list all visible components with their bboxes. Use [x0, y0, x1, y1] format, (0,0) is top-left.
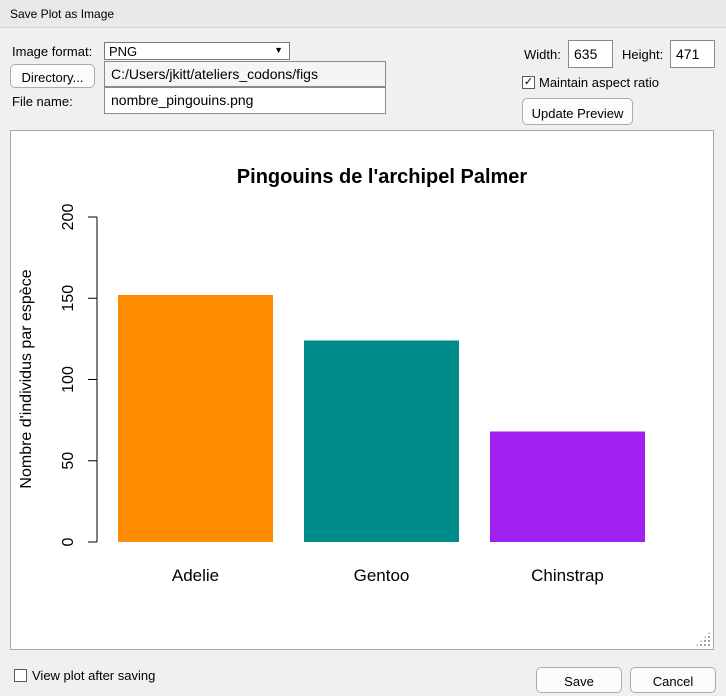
y-axis: 0 50 100 150 200	[60, 204, 98, 546]
maintain-aspect-label: Maintain aspect ratio	[539, 75, 659, 90]
dropdown-arrow-icon: ▼	[274, 45, 283, 55]
bar-gentoo	[304, 340, 459, 542]
view-after-saving-label: View plot after saving	[32, 668, 156, 683]
update-preview-button[interactable]: Update Preview	[522, 98, 633, 125]
directory-path-field: C:/Users/jkitt/ateliers_codons/figs	[104, 61, 386, 87]
plot-preview: Pingouins de l'archipel Palmer Nombre d'…	[10, 130, 714, 650]
y-tick-label: 150	[60, 285, 77, 312]
height-label: Height:	[622, 47, 664, 62]
x-tick-label: Adelie	[172, 566, 219, 585]
view-after-saving-checkbox[interactable]	[14, 669, 27, 682]
y-tick-label: 0	[60, 537, 77, 546]
dialog-titlebar: Save Plot as Image	[0, 0, 726, 28]
x-tick-label: Gentoo	[354, 566, 410, 585]
width-input[interactable]: 635	[568, 40, 613, 68]
height-input[interactable]: 471	[670, 40, 715, 68]
save-button-label: Save	[564, 674, 594, 689]
save-button[interactable]: Save	[536, 667, 622, 693]
update-preview-label: Update Preview	[531, 106, 624, 121]
y-tick-label: 50	[60, 452, 77, 470]
file-name-input[interactable]: nombre_pingouins.png	[104, 87, 386, 114]
bar-chinstrap	[490, 431, 645, 542]
image-format-label: Image format:	[12, 44, 93, 59]
file-name-label: File name:	[12, 94, 73, 109]
bar-adelie	[118, 295, 273, 542]
image-format-select[interactable]: PNG ▼	[104, 42, 290, 60]
cancel-button[interactable]: Cancel	[630, 667, 716, 693]
x-tick-label: Chinstrap	[531, 566, 604, 585]
image-format-value: PNG	[109, 44, 138, 59]
chart-title: Pingouins de l'archipel Palmer	[237, 166, 528, 188]
y-tick-label: 100	[60, 366, 77, 393]
maintain-aspect-checkbox[interactable]: ✓	[522, 76, 535, 89]
y-tick-label: 200	[60, 204, 77, 231]
cancel-button-label: Cancel	[652, 674, 694, 689]
directory-button-label: Directory...	[21, 70, 84, 85]
width-label: Width:	[524, 47, 561, 62]
dialog-title: Save Plot as Image	[10, 7, 115, 21]
x-axis-labels: Adelie Gentoo Chinstrap	[172, 566, 604, 585]
y-axis-label: Nombre d'individus par espèce	[18, 269, 35, 488]
bar-chart: Pingouins de l'archipel Palmer Nombre d'…	[18, 166, 645, 585]
checkmark-icon: ✓	[523, 76, 534, 88]
directory-button[interactable]: Directory...	[10, 64, 95, 88]
bars	[118, 295, 645, 542]
